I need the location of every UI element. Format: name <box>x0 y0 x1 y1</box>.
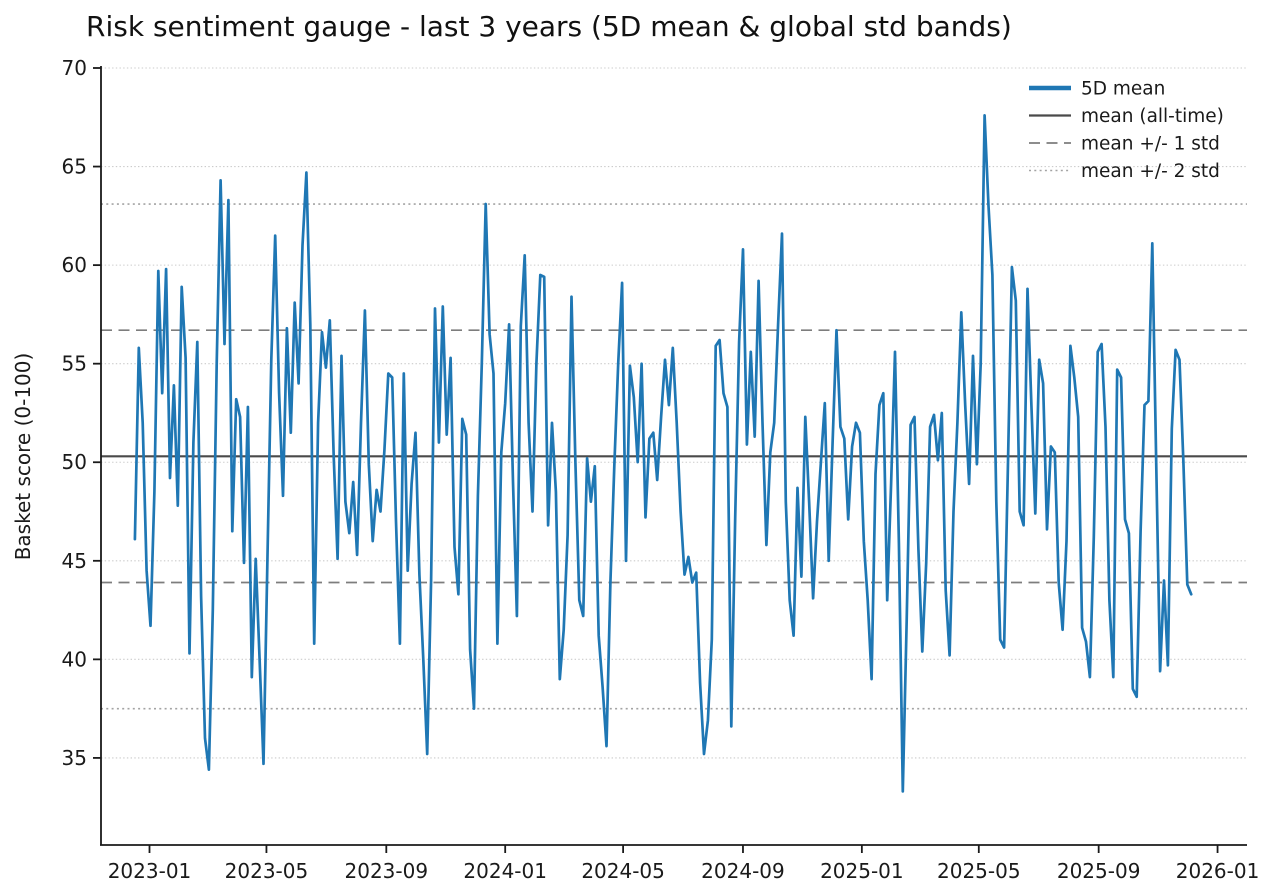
x-tick-label-2024-09: 2024-09 <box>701 859 785 883</box>
y-tick-label-35: 35 <box>62 746 87 770</box>
legend-label-2: mean (all-time) <box>1081 106 1224 127</box>
x-tick-label-2023-09: 2023-09 <box>345 859 429 883</box>
x-tick-label-2023-05: 2023-05 <box>225 859 309 883</box>
y-tick-label-65: 65 <box>62 155 87 179</box>
y-tick-label-55: 55 <box>62 352 87 376</box>
chart-title: Risk sentiment gauge - last 3 years (5D … <box>86 10 1012 43</box>
y-tick-label-70: 70 <box>62 56 87 80</box>
x-tick-label-2025-01: 2025-01 <box>820 859 904 883</box>
y-axis-label: Basket score (0-100) <box>11 353 35 561</box>
x-tick-label-2025-09: 2025-09 <box>1057 859 1141 883</box>
legend-label-3: mean +/- 1 std <box>1081 134 1220 155</box>
x-tick-label-2023-01: 2023-01 <box>108 859 192 883</box>
legend-label-4: mean +/- 2 std <box>1081 161 1220 182</box>
y-tick-label-50: 50 <box>62 450 87 474</box>
x-tick-label-2026-01: 2026-01 <box>1176 859 1260 883</box>
series-5d-mean <box>133 113 1193 793</box>
x-tick-label-2024-05: 2024-05 <box>581 859 665 883</box>
y-tick-label-40: 40 <box>62 647 87 671</box>
y-tick-label-60: 60 <box>62 253 87 277</box>
x-tick-label-2024-01: 2024-01 <box>463 859 547 883</box>
x-tick-label-2025-05: 2025-05 <box>937 859 1021 883</box>
legend-label-1: 5D mean <box>1081 79 1165 100</box>
y-tick-label-45: 45 <box>62 549 87 573</box>
